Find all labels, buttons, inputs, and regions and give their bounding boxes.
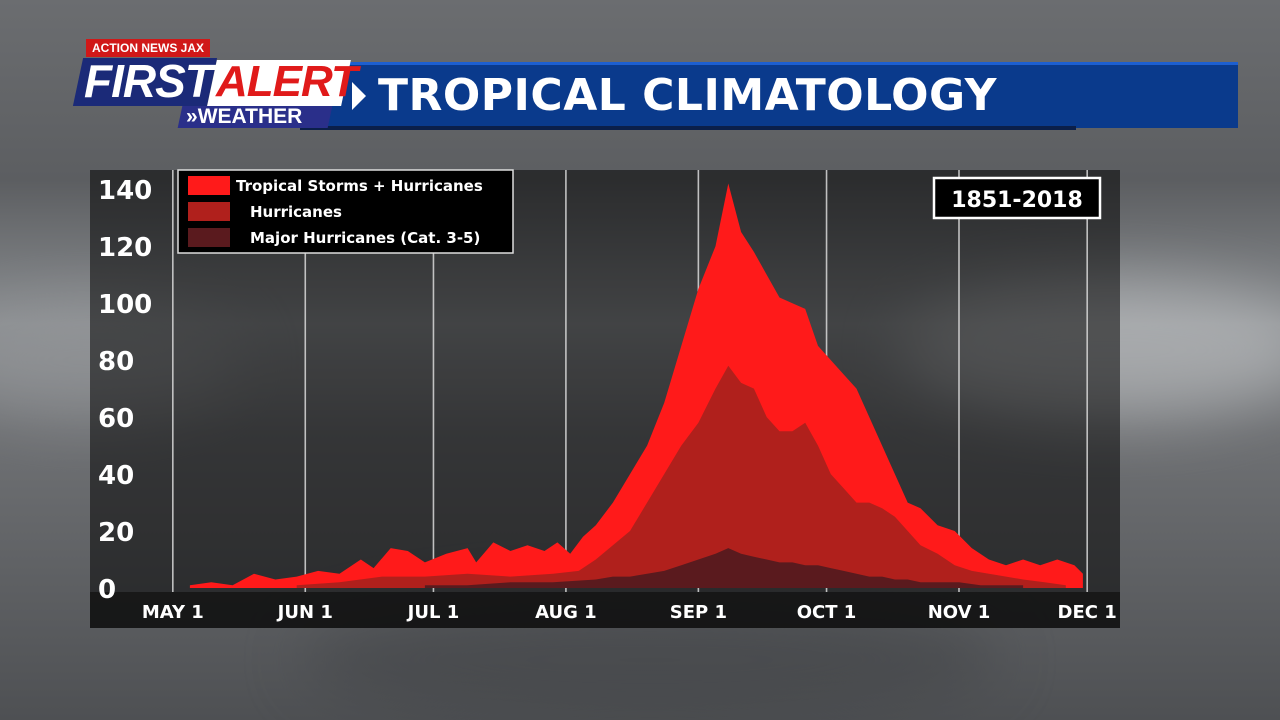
legend-swatch-major [188,228,230,247]
x-tick-label: NOV 1 [928,602,991,623]
legend-label-major: Major Hurricanes (Cat. 3-5) [250,229,480,247]
legend-label-hurricanes: Hurricanes [250,203,342,221]
legend-box [177,169,514,254]
y-tick-label: 20 [98,518,134,548]
y-tick-label: 120 [98,233,152,263]
y-tick-label: 60 [98,404,134,434]
x-tick-label: JUL 1 [406,602,460,623]
legend-swatch-hurricanes [188,202,230,221]
y-axis-ticks: 0 20 40 60 80 100 120 140 [98,176,152,605]
x-tick-label: SEP 1 [670,602,727,623]
brand-first: FIRST [84,55,213,107]
x-tick-label: AUG 1 [535,602,597,623]
header-underline [300,126,1076,130]
brand-tag: ACTION NEWS JAX [86,39,211,57]
brand-weather: »WEATHER [186,104,302,130]
brand-alert: ALERT [216,57,358,106]
y-tick-label: 100 [98,290,152,320]
period-label: 1851-2018 [951,188,1083,213]
chevron-right-icon [352,82,366,110]
page-title: TROPICAL CLIMATOLOGY [378,70,998,121]
period-box-border [932,176,1102,220]
legend-label-storms: Tropical Storms + Hurricanes [236,177,483,195]
brand-weather-label: WEATHER [197,105,303,128]
series-area-0 [189,183,1083,588]
period-box: 1851-2018 [932,176,1102,220]
double-chevron-icon: » [186,105,198,128]
x-axis-band [90,592,1120,628]
y-tick-label: 0 [98,575,116,605]
y-tick-label: 140 [98,176,152,206]
x-tick-label: JUN 1 [276,602,333,623]
legend-swatch-storms [188,176,230,195]
header-bar [300,62,1238,128]
x-tick-label: OCT 1 [797,602,857,623]
area-series [189,183,1083,588]
y-tick-label: 40 [98,461,134,491]
legend: Tropical Storms + Hurricanes Hurricanes … [177,169,514,254]
series-area-2 [424,548,1024,588]
series-area-1 [296,365,1066,588]
x-tick-label: DEC 1 [1058,602,1117,623]
x-tick-label: MAY 1 [142,602,204,623]
x-axis-ticks: MAY 1 JUN 1 JUL 1 AUG 1 SEP 1 OCT 1 NOV 1 DEC 1 [142,602,1117,623]
y-tick-label: 80 [98,347,134,377]
